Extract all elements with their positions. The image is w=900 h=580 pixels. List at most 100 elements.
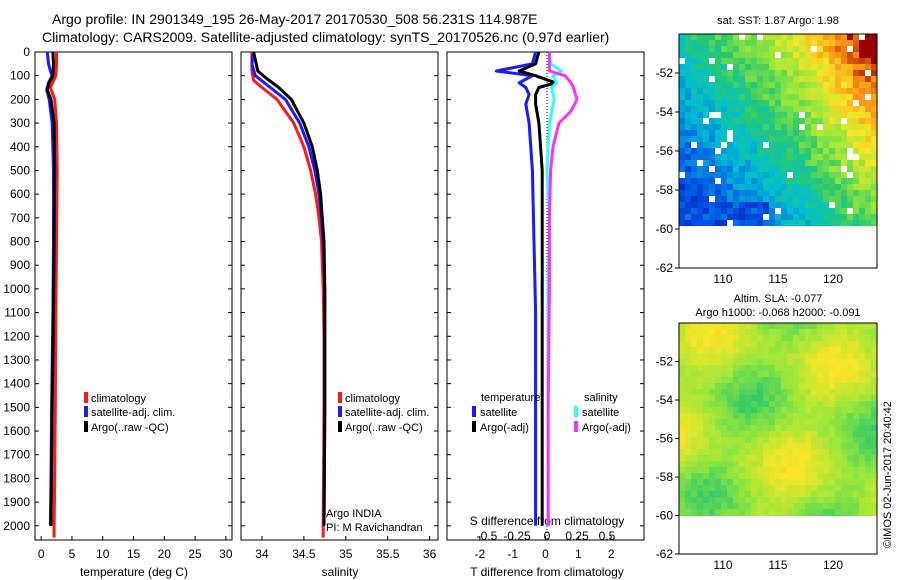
map-cell [703, 383, 709, 389]
map-cell [799, 503, 805, 509]
map-cell [865, 46, 871, 52]
map-cell [841, 124, 847, 130]
map-cell [727, 142, 733, 148]
map-cell [691, 467, 697, 473]
map-cell [769, 82, 775, 88]
map-cell [799, 184, 805, 190]
map-cell [811, 371, 817, 377]
map-cell [817, 118, 823, 124]
map-cell [715, 479, 721, 485]
map-cell [847, 40, 853, 46]
map-cell [817, 64, 823, 70]
map-cell [685, 220, 691, 226]
map-cell [817, 455, 823, 461]
map-cell [871, 407, 877, 413]
map-cell [853, 467, 859, 473]
map-cell [757, 473, 763, 479]
map-cell [763, 485, 769, 491]
map-cell [835, 166, 841, 172]
map-cell [841, 347, 847, 353]
map-cell [739, 371, 745, 377]
map-cell [715, 154, 721, 160]
map-cell [799, 40, 805, 46]
map-cell [775, 383, 781, 389]
map-cell [853, 419, 859, 425]
map-cell [733, 124, 739, 130]
map-cell [799, 214, 805, 220]
map-cell [853, 329, 859, 335]
map-cell [685, 467, 691, 473]
map-cell [829, 347, 835, 353]
map-cell [853, 359, 859, 365]
map-cell [733, 461, 739, 467]
map-cell [745, 461, 751, 467]
x-tick-label: 0 [542, 547, 549, 561]
map-cell [793, 401, 799, 407]
map-cell [781, 154, 787, 160]
map-cell [697, 407, 703, 413]
map-cell [775, 196, 781, 202]
map-cell [709, 178, 715, 184]
map-cell [769, 40, 775, 46]
map-cell [859, 34, 865, 40]
map-cell [739, 503, 745, 509]
map-cell [727, 154, 733, 160]
map-cell [829, 46, 835, 52]
map-cell [763, 178, 769, 184]
map-cell [841, 130, 847, 136]
map-cell [709, 46, 715, 52]
map-cell [751, 196, 757, 202]
map-cell [829, 64, 835, 70]
map-cell [691, 401, 697, 407]
map-cell [751, 58, 757, 64]
map-cell [835, 52, 841, 58]
map-cell [793, 196, 799, 202]
map-cell [853, 353, 859, 359]
map-cell [769, 76, 775, 82]
map-cell [691, 46, 697, 52]
map-cell [709, 52, 715, 58]
map-cell [793, 377, 799, 383]
map-cell [715, 166, 721, 172]
map-cell [841, 202, 847, 208]
map-cell [769, 52, 775, 58]
map-cell [691, 154, 697, 160]
map-cell [733, 184, 739, 190]
map-cell [715, 383, 721, 389]
map-cell [733, 208, 739, 214]
difference-series [494, 51, 579, 526]
map-cell [835, 515, 841, 516]
map-cell [805, 437, 811, 443]
map-cell [721, 124, 727, 130]
map-cell [769, 479, 775, 485]
map-cell [775, 365, 781, 371]
map-cell [691, 166, 697, 172]
map-cell [769, 34, 775, 40]
map-cell [793, 389, 799, 395]
map-cell [787, 46, 793, 52]
map-cell [829, 503, 835, 509]
map-cell [763, 449, 769, 455]
map-cell [793, 371, 799, 377]
map-cell [703, 64, 709, 70]
map-cell [823, 136, 829, 142]
map-cell [865, 58, 871, 64]
map-cell [859, 491, 865, 497]
map-cell [715, 503, 721, 509]
map-cell [763, 413, 769, 419]
map-cell [739, 154, 745, 160]
map-y-tick-label: -60 [656, 222, 674, 236]
map-cell [793, 329, 799, 335]
map-cell [805, 196, 811, 202]
map-cell [865, 154, 871, 160]
map-cell [769, 70, 775, 76]
map-x-tick-label: 120 [823, 558, 843, 572]
map-cell [841, 359, 847, 365]
map-cell [703, 40, 709, 46]
map-cell [775, 323, 781, 329]
map-cell [799, 323, 805, 329]
map-cell [841, 70, 847, 76]
map-cell [817, 407, 823, 413]
map-cell [685, 106, 691, 112]
map-cell [853, 148, 859, 154]
